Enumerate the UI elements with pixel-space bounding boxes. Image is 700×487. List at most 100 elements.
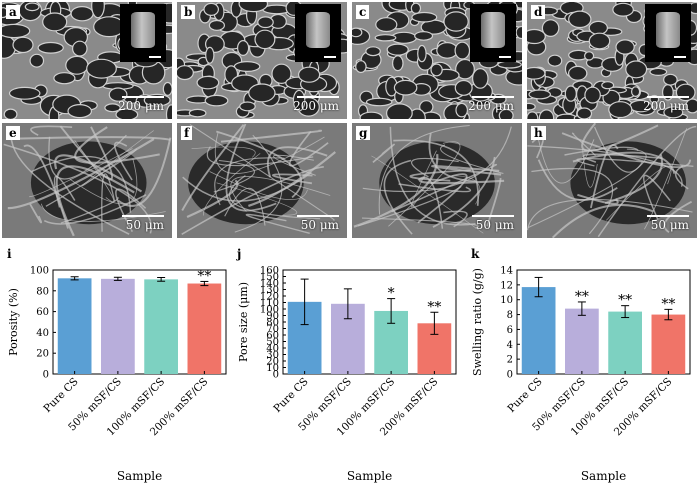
sem-panel-label: g [356, 126, 371, 140]
scale-bar-label: 200 μm [118, 99, 164, 113]
panel-label: i [7, 247, 12, 261]
sem-panel-label: b [181, 5, 196, 19]
y-tick-label: 160 [260, 266, 279, 277]
plot-frame [516, 269, 691, 375]
significance-marker: ** [661, 296, 675, 312]
sem-panel-label: a [6, 5, 20, 19]
scale-bar: 50 μm [297, 215, 339, 232]
bar [57, 278, 92, 374]
chart-j: j 010203040506070809010011012013014015016… [236, 247, 457, 483]
y-tick-label: 70 [266, 324, 279, 335]
y-axis-label: Pore size (μm) [237, 282, 250, 362]
y-tick-label: 140 [260, 279, 279, 290]
y-tick-label: 60 [266, 331, 279, 342]
y-axis-label: Porosity (%) [7, 288, 20, 356]
scale-bar-label: 50 μm [125, 218, 164, 232]
sem-panel-a: a 200 μm [2, 2, 172, 119]
y-tick-label: 2 [507, 355, 513, 366]
y-tick-label: 150 [260, 272, 279, 283]
sem-panel-f: f 50 μm [177, 123, 347, 238]
sem-panel-label: e [6, 126, 20, 140]
y-tick-label: 80 [266, 318, 279, 329]
scale-bar: 200 μm [468, 96, 514, 113]
sem-micrograph [177, 123, 347, 238]
scale-bar-label: 200 μm [468, 99, 514, 113]
y-tick-label: 10 [266, 363, 279, 374]
significance-marker: ** [618, 293, 632, 309]
bar [187, 283, 222, 374]
y-tick-label: 6 [507, 325, 513, 336]
y-tick-label: 40 [36, 328, 49, 339]
sem-panel-label: d [531, 5, 546, 19]
y-axis-label: Swelling ratio (g/g) [471, 268, 484, 376]
scale-bar-label: 200 μm [643, 99, 689, 113]
scaffold-photo-inset [120, 4, 166, 62]
sem-panel-c: c 200 μm [352, 2, 522, 119]
significance-marker: ** [197, 268, 211, 284]
y-tick-label: 10 [500, 295, 513, 306]
y-tick-label: 8 [507, 310, 513, 321]
scale-bar-label: 50 μm [300, 218, 339, 232]
y-tick-label: 110 [260, 298, 279, 309]
y-tick-label: 90 [266, 311, 279, 322]
sem-panel-g: g 50 μm [352, 123, 522, 238]
panel-label: k [471, 247, 480, 261]
sem-micrograph [527, 123, 697, 238]
significance-marker: * [388, 286, 395, 302]
x-axis-label: Sample [347, 469, 392, 483]
sem-panel-h: h 50 μm [527, 123, 697, 238]
y-tick-label: 20 [266, 357, 279, 368]
y-tick-label: 120 [260, 292, 279, 303]
sem-panel-b: b 200 μm [177, 2, 347, 119]
y-tick-label: 0 [273, 370, 279, 381]
scale-bar-label: 200 μm [293, 99, 339, 113]
bar [101, 278, 135, 374]
y-tick-label: 100 [260, 305, 279, 316]
y-tick-label: 50 [266, 337, 279, 348]
y-tick-label: 12 [500, 280, 513, 291]
y-tick-label: 130 [260, 285, 279, 296]
y-tick-label: 14 [500, 266, 513, 277]
x-axis-label: Sample [581, 469, 626, 483]
scale-bar: 50 μm [647, 215, 689, 232]
bar [565, 308, 599, 374]
bar [144, 279, 178, 374]
scale-bar: 50 μm [472, 215, 514, 232]
sem-panel-e: e 50 μm [2, 123, 172, 238]
scale-bar: 200 μm [118, 96, 164, 113]
sem-panel-label: h [531, 126, 546, 140]
x-axis-label: Sample [117, 469, 162, 483]
sem-panel-label: c [356, 5, 370, 19]
scale-bar-label: 50 μm [475, 218, 514, 232]
x-tick-label: Pure CS [505, 376, 544, 415]
bar [651, 314, 686, 374]
bar [521, 287, 556, 374]
y-tick-label: 80 [36, 286, 49, 297]
scaffold-photo-inset [295, 4, 341, 62]
scaffold-photo-inset [645, 4, 691, 62]
plot-frame [52, 269, 227, 375]
x-tick-label: Pure CS [41, 376, 80, 415]
y-tick-label: 40 [266, 344, 279, 355]
y-tick-label: 4 [507, 340, 513, 351]
scaffold-photo-inset [470, 4, 516, 62]
chart-k: k 0 2 4 6 8 10 12 14 Swelling ratio (g/g) Pure CS *… [471, 247, 691, 483]
bar [608, 311, 642, 374]
y-tick-label: 30 [266, 350, 279, 361]
panel-label: j [236, 247, 241, 261]
y-tick-label: 0 [43, 370, 49, 381]
sem-micrograph [352, 123, 522, 238]
scale-bar: 200 μm [643, 96, 689, 113]
y-tick-label: 0 [507, 370, 513, 381]
scale-bar-label: 50 μm [650, 218, 689, 232]
x-tick-label: Pure CS [271, 376, 310, 415]
sem-micrograph [2, 123, 172, 238]
y-tick-label: 100 [30, 266, 49, 277]
sem-panel-label: f [181, 126, 193, 140]
scale-bar: 50 μm [122, 215, 164, 232]
significance-marker: ** [427, 299, 441, 315]
sem-panel-d: d 200 μm [527, 2, 697, 119]
sem-micrograph [352, 2, 522, 119]
